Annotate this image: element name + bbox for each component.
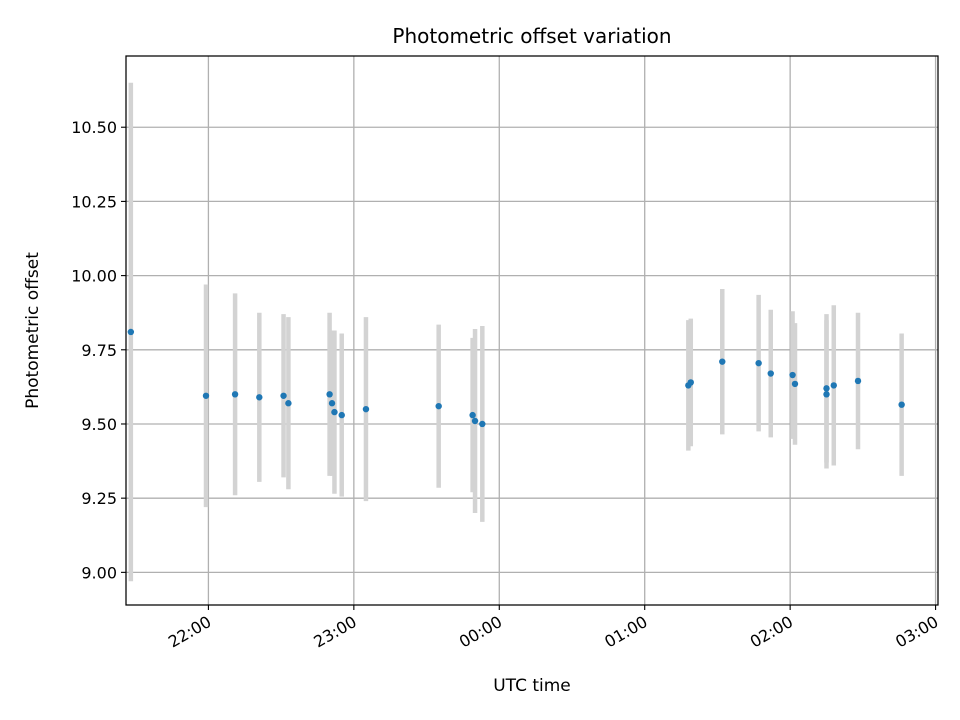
data-point [256,394,263,401]
y-tick-label: 9.75 [81,341,117,360]
data-point [898,401,905,408]
data-point [280,392,287,399]
x-tick-label: 22:00 [165,612,214,652]
x-axis-ticks: 22:00 23:00 00:00 01:00 02:00 03:00 [165,605,942,652]
data-point [362,405,370,413]
data-point [469,411,476,419]
data-point [328,400,336,407]
x-tick-label: 03:00 [892,612,941,652]
y-tick-label: 10.50 [71,118,117,137]
y-axis-title: Photometric offset [23,252,43,409]
x-tick-label: 23:00 [310,612,359,652]
data-point [687,379,694,386]
y-tick-label: 9.00 [81,563,117,582]
x-tick-label: 01:00 [601,612,650,652]
data-point [823,391,830,398]
data-point [755,359,762,367]
data-point [767,370,774,377]
data-point [285,400,292,407]
y-tick-label: 9.25 [81,489,117,508]
error-bars [128,82,904,582]
chart-title: Photometric offset variation [392,24,671,48]
data-point [823,385,830,392]
data-point [719,358,726,365]
data-point [830,382,837,389]
data-point [326,391,333,398]
data-point [127,328,135,336]
data-point [791,380,799,388]
x-axis-title: UTC time [493,676,571,696]
data-point [338,411,345,419]
data-point [331,408,338,416]
x-tick-label: 00:00 [456,612,505,652]
data-point [479,420,486,428]
data-point [435,402,442,410]
data-point [471,417,479,425]
data-point [789,371,796,379]
data-point [202,392,210,399]
data-point [231,391,239,398]
y-tick-label: 10.25 [71,192,117,211]
plot-frame [125,55,939,606]
y-axis-ticks: 9.00 9.25 9.50 9.75 10.00 10.25 10.50 [71,118,126,582]
y-tick-label: 9.50 [81,415,117,434]
x-tick-label: 02:00 [747,612,796,652]
grid [126,56,938,605]
data-point [854,377,862,385]
y-tick-label: 10.00 [71,267,117,286]
data-points [127,328,905,428]
